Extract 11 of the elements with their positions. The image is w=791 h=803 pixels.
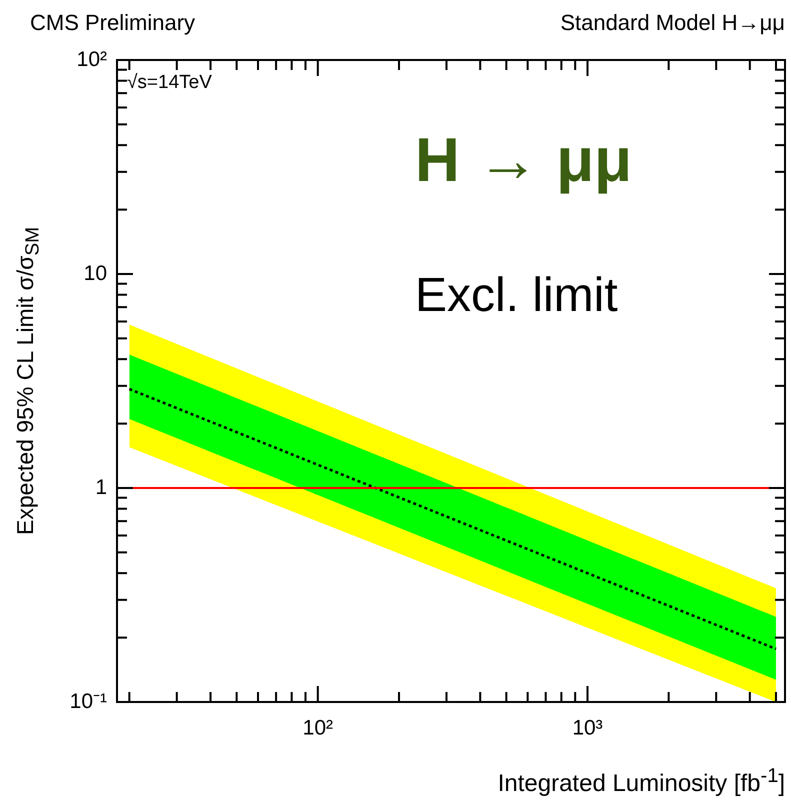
chart-title: CMS Preliminary xyxy=(30,10,196,36)
annotation: H → μμ xyxy=(415,125,632,196)
chart-subtitle: Standard Model H→μμ xyxy=(560,10,785,36)
annotation: √s=14TeV xyxy=(127,72,212,94)
y-tick-label: 10 xyxy=(84,262,107,285)
x-axis-title: Integrated Luminosity [fb$^{-1}$] xyxy=(498,765,785,798)
x-tick-label: 10³ xyxy=(572,716,603,740)
y-tick-label: 10² xyxy=(76,48,107,71)
y-tick-label: 10⁻¹ xyxy=(70,690,107,713)
annotation: Excl. limit xyxy=(415,268,618,323)
y-tick-label: 1 xyxy=(95,476,107,499)
